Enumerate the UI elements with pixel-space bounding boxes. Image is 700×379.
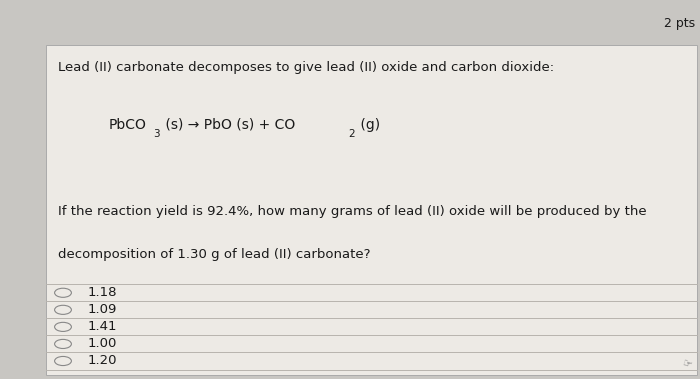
Text: 1.18: 1.18 (88, 286, 117, 299)
Text: (g): (g) (356, 118, 379, 132)
Text: Lead (II) carbonate decomposes to give lead (II) oxide and carbon dioxide:: Lead (II) carbonate decomposes to give l… (58, 61, 554, 74)
Text: decomposition of 1.30 g of lead (II) carbonate?: decomposition of 1.30 g of lead (II) car… (58, 248, 370, 261)
Text: 2: 2 (349, 129, 355, 139)
Bar (46, 45, 696, 375)
Text: 1.09: 1.09 (88, 303, 117, 316)
Text: If the reaction yield is 92.4%, how many grams of lead (II) oxide will be produc: If the reaction yield is 92.4%, how many… (58, 205, 647, 218)
Text: 1.20: 1.20 (88, 354, 117, 368)
Text: PbCO: PbCO (108, 118, 146, 132)
Text: (s) → PbO (s) + CO: (s) → PbO (s) + CO (161, 118, 295, 132)
Text: ☞: ☞ (681, 359, 693, 371)
Text: 3: 3 (153, 129, 160, 139)
Text: 1.41: 1.41 (88, 320, 117, 334)
Text: 1.00: 1.00 (88, 337, 117, 351)
Text: 2 pts: 2 pts (664, 17, 695, 30)
